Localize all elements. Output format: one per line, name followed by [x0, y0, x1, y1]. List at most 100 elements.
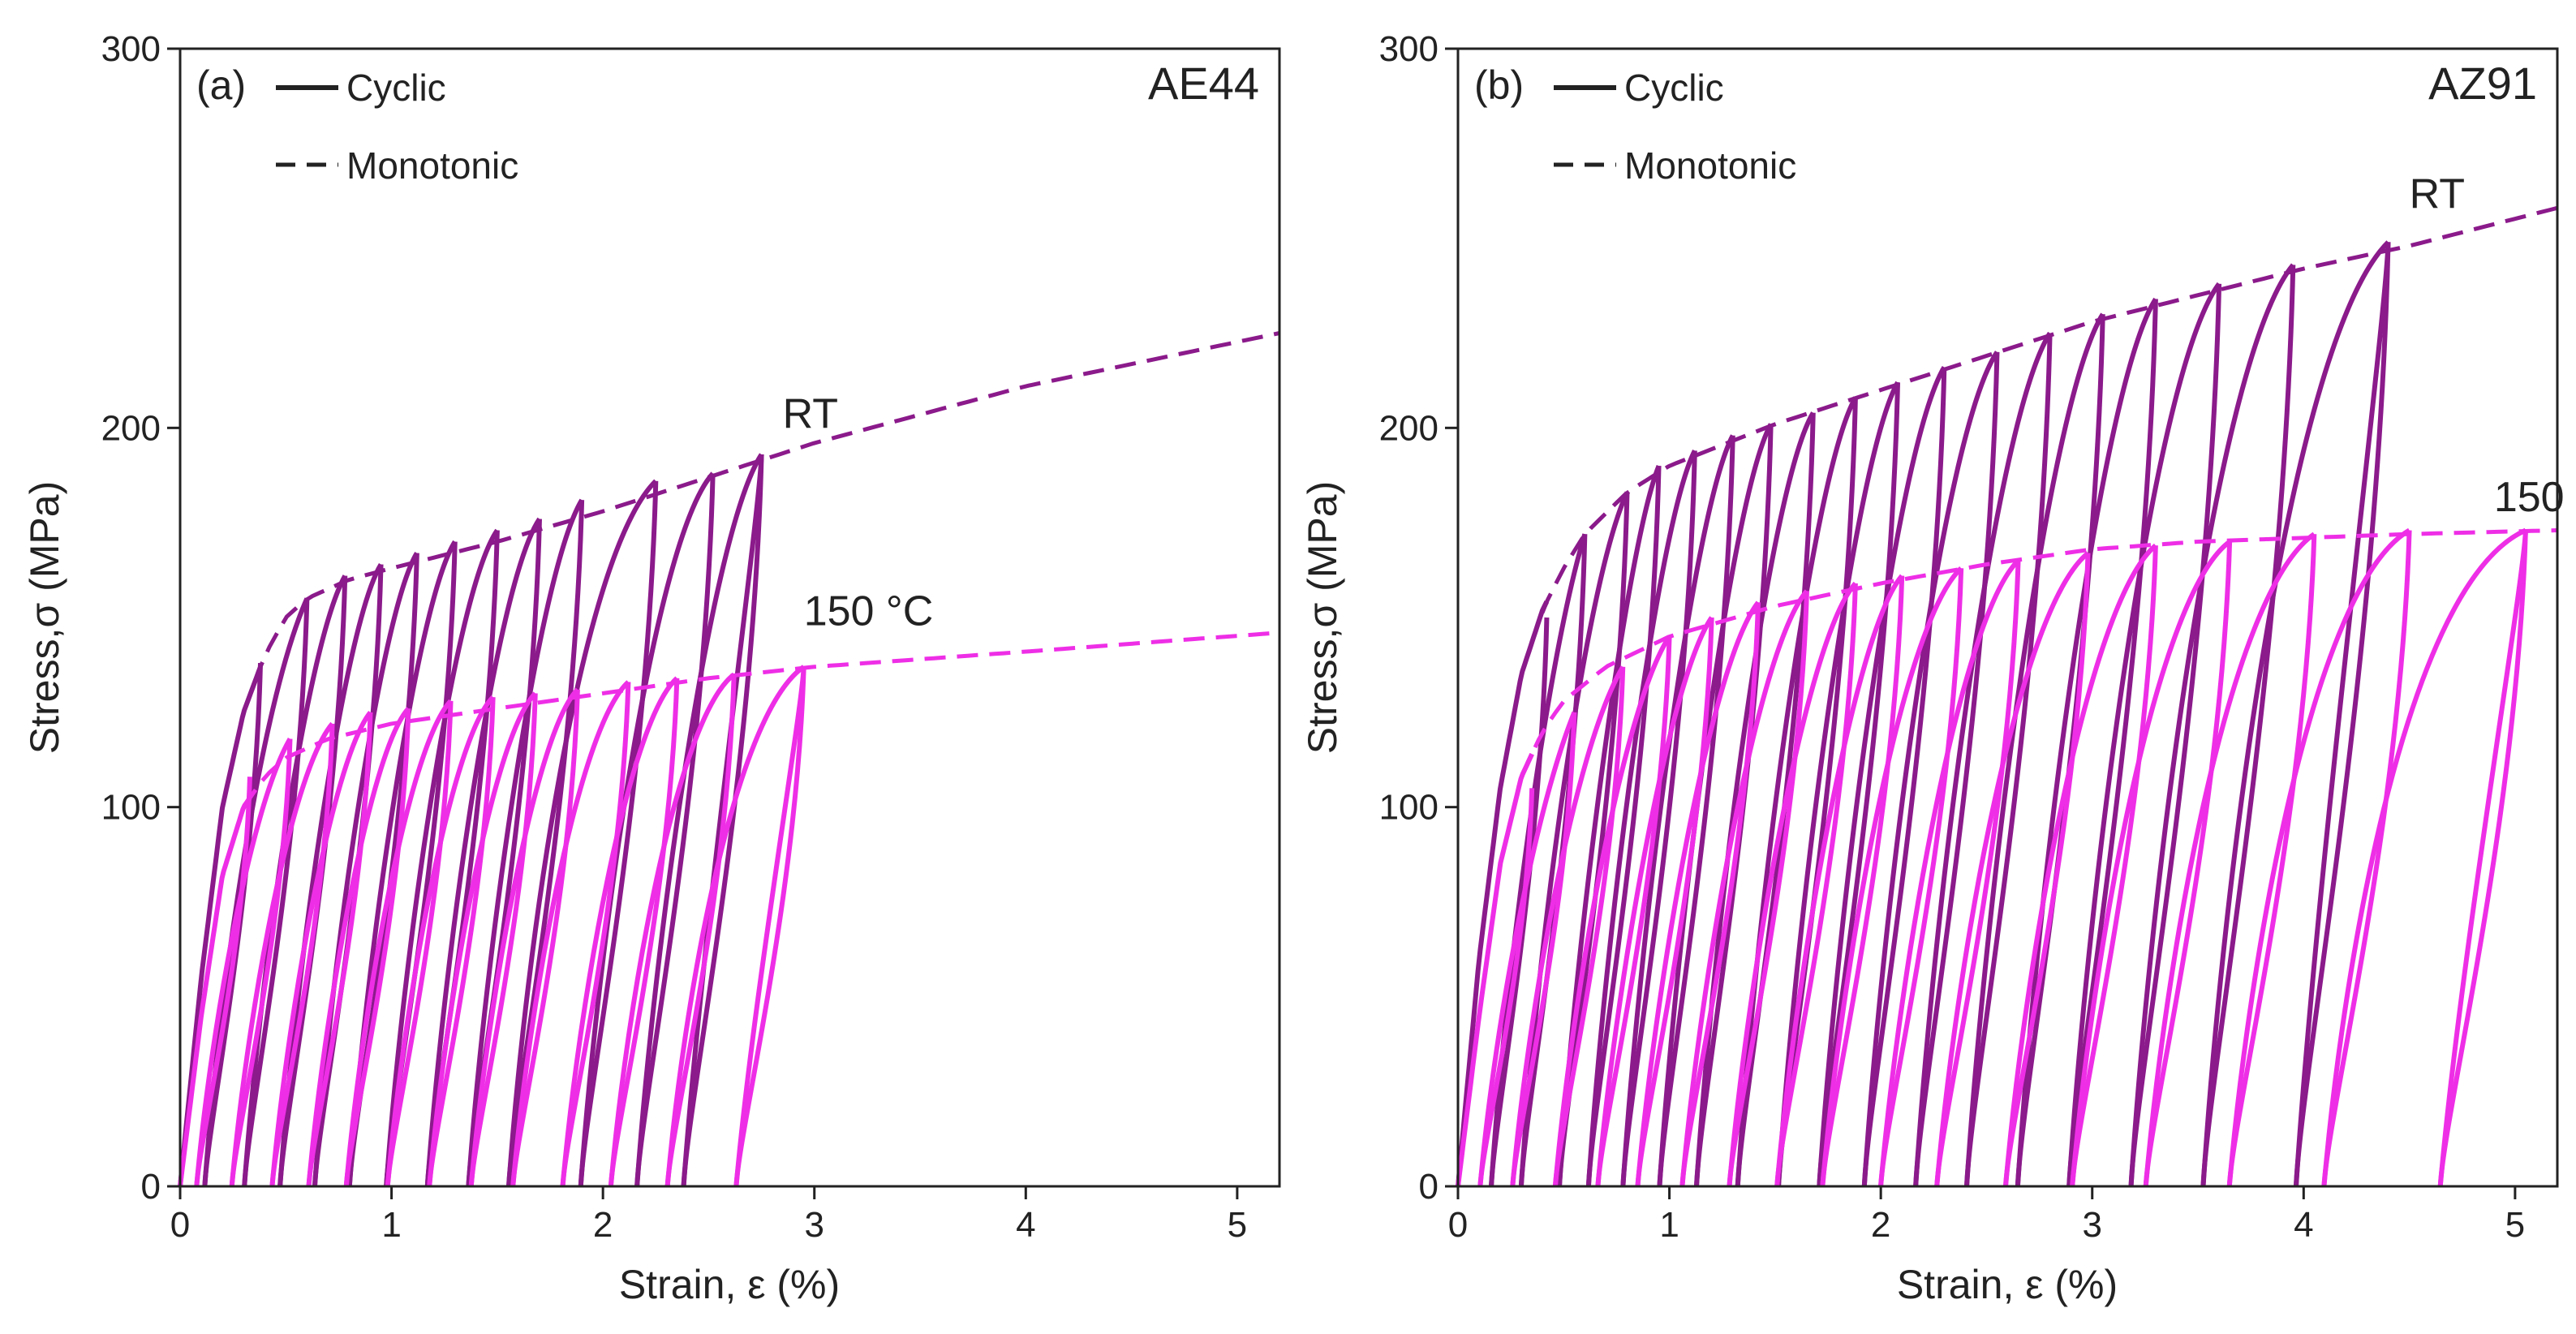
reload-branch [468, 687, 580, 1187]
curve-label-b-150: 150 °C [2494, 474, 2576, 521]
cyclic-loops-rt [1456, 240, 2391, 1187]
reload-branch [1585, 450, 1697, 1187]
x-tick-label: 3 [2082, 1205, 2101, 1245]
reload-branch [306, 707, 411, 1187]
reload-branch [510, 680, 630, 1187]
y-tick-label: 0 [1419, 1167, 1439, 1207]
legend-a: Cyclic Monotonic [276, 67, 518, 187]
panel-tag-b: (b) [1474, 62, 1524, 108]
reload-branch [1878, 558, 2020, 1187]
plot-frame-a [178, 47, 1281, 1188]
reload-branch [424, 517, 542, 1187]
reload-branch [1913, 331, 2053, 1187]
y-tick-label: 0 [141, 1167, 161, 1207]
ticks-b: 0 1 2 3 4 5 0 100 200 300 [1379, 29, 2526, 1245]
reload-branch [506, 479, 658, 1187]
reload-branch [229, 721, 334, 1187]
reload-branch [1595, 616, 1714, 1187]
y-axis-label-a: Stress,σ (MPa) [22, 481, 67, 754]
reload-branch [664, 665, 806, 1187]
x-tick-label: 0 [170, 1205, 190, 1245]
reload-branch [1861, 351, 1999, 1187]
reload-branch [1727, 581, 1858, 1187]
reload-branch [269, 710, 372, 1187]
reload-branch [560, 676, 679, 1187]
monotonic-curve-rt [1519, 205, 2558, 675]
reload-branch [1552, 635, 1672, 1187]
ticks-a: 0 1 2 3 4 5 0 100 200 300 [101, 29, 1248, 1245]
curves-a [178, 331, 1280, 1187]
loading-path [1456, 752, 1534, 1187]
reload-branch [427, 691, 537, 1187]
y-tick-label: 300 [101, 29, 161, 69]
reload-branch [385, 695, 495, 1187]
curve-label-a-150: 150 °C [804, 587, 934, 635]
monotonic-curve-150c [1519, 528, 2558, 778]
unload-branch [2143, 541, 2233, 1187]
reload-branch [2226, 527, 2411, 1187]
reload-branch [1510, 665, 1625, 1187]
legend-cyclic-label-b: Cyclic [1624, 67, 1724, 109]
x-tick-label: 2 [593, 1205, 613, 1245]
reload-branch [384, 528, 500, 1187]
cyclic-loops-150c [178, 665, 806, 1187]
alloy-label-a: AE44 [1148, 58, 1259, 109]
reload-branch [194, 738, 293, 1187]
reload-branch [1820, 566, 1963, 1187]
reload-branch [578, 471, 715, 1187]
x-tick-label: 4 [2294, 1205, 2313, 1245]
legend-cyclic-label-a: Cyclic [346, 67, 446, 109]
y-tick-label: 100 [101, 788, 161, 828]
reload-branch [277, 562, 384, 1187]
legend-monotonic-label-b: Monotonic [1624, 144, 1796, 187]
reload-branch [2200, 240, 2390, 1187]
reload-branch [343, 699, 453, 1187]
x-tick-label: 1 [1659, 1205, 1679, 1245]
reload-branch [2143, 531, 2316, 1187]
reload-branch [2321, 527, 2527, 1187]
panel-tag-a: (a) [196, 62, 246, 108]
reload-branch [2070, 540, 2231, 1187]
reload-branch [733, 666, 806, 1187]
reload-branch [2066, 282, 2221, 1187]
curve-label-a-rt: RT [783, 390, 838, 437]
x-tick-label: 1 [381, 1205, 401, 1245]
x-axis-label-b: Strain, ε (%) [1897, 1262, 2118, 1307]
y-axis-label-b: Stress,σ (MPa) [1300, 481, 1345, 754]
plot-frame-b [1456, 47, 2559, 1188]
reload-branch [1679, 589, 1809, 1187]
y-tick-label: 100 [1379, 788, 1439, 828]
panel-b: 0 1 2 3 4 5 0 100 200 300 (b) AZ91 Cyclic Monoton… [1300, 29, 2576, 1307]
reload-branch [634, 453, 764, 1187]
panel-a: 0 1 2 3 4 5 0 100 200 300 (a) AE44 Cyclic Monoton… [22, 29, 1281, 1307]
x-tick-label: 5 [1228, 1205, 1247, 1245]
legend-b: Cyclic Monotonic [1554, 67, 1796, 187]
x-axis-label-a: Strain, ε (%) [619, 1262, 840, 1307]
x-tick-label: 3 [804, 1205, 824, 1245]
x-tick-label: 0 [1448, 1205, 1468, 1245]
reload-branch [1817, 366, 1946, 1187]
curves-b [1456, 205, 2558, 1187]
loading-path [178, 796, 252, 1187]
monotonic-curve-rt [241, 331, 1280, 713]
reload-branch [466, 498, 584, 1187]
cyclic-loops-150c [1456, 527, 2528, 1187]
reload-branch [1694, 411, 1816, 1187]
reload-branch [2128, 263, 2295, 1187]
monotonic-curve-150c [242, 630, 1280, 809]
y-tick-label: 200 [101, 408, 161, 448]
x-tick-label: 4 [1016, 1205, 1035, 1245]
reload-branch [1477, 711, 1577, 1187]
curve-label-b-rt: RT [2410, 170, 2465, 217]
reload-branch [2437, 530, 2528, 1187]
reload-branch [1774, 574, 1904, 1187]
x-tick-label: 2 [1871, 1205, 1890, 1245]
reload-branch [1776, 381, 1900, 1187]
reload-branch [2293, 242, 2391, 1187]
reload-branch [2002, 543, 2157, 1187]
legend-monotonic-label-a: Monotonic [346, 144, 518, 187]
reload-branch [608, 672, 736, 1187]
x-tick-label: 5 [2505, 1205, 2525, 1245]
y-tick-label: 200 [1379, 408, 1439, 448]
